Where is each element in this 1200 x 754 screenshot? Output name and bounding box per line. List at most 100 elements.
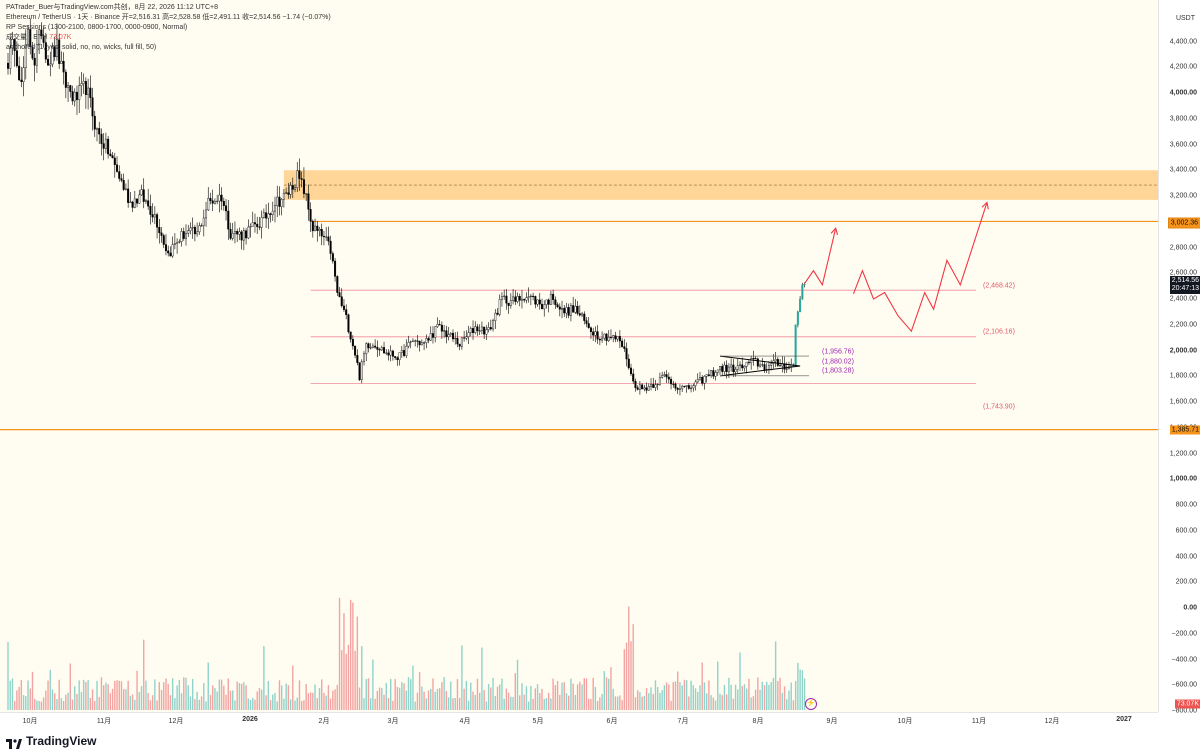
candle <box>665 374 668 378</box>
candle <box>670 378 673 385</box>
volume-bar <box>178 679 181 710</box>
candle <box>242 230 245 241</box>
price-chart[interactable] <box>0 0 1158 712</box>
volume-bar <box>223 685 225 710</box>
volume-bar <box>743 684 746 710</box>
candle <box>64 71 67 88</box>
volume-bar <box>547 692 550 710</box>
volume-bar <box>777 680 779 710</box>
volume-bar <box>398 687 401 710</box>
price-tick-label: 2,800.00 <box>1169 244 1197 251</box>
volume-bar <box>387 698 390 710</box>
candle <box>741 364 744 369</box>
volume-bar <box>78 680 80 710</box>
price-tick-label: −400.00 <box>1171 656 1198 663</box>
candle <box>294 187 297 190</box>
volume-bar <box>454 698 456 710</box>
candle <box>314 225 317 232</box>
volume-bar <box>781 692 783 710</box>
candle <box>229 228 232 239</box>
candle <box>49 63 52 66</box>
candle <box>569 305 572 316</box>
volume-bar <box>757 677 759 710</box>
volume-bar <box>194 699 196 710</box>
candle <box>576 305 579 314</box>
price-axis[interactable]: USDT 4,400.00 4,200.00 4,000.00 3,800.00 3,6… <box>1158 0 1200 715</box>
volume-bar <box>67 692 69 710</box>
time-tick-label: 10月 <box>897 718 913 725</box>
candle <box>503 295 506 297</box>
volume-bar <box>421 686 423 710</box>
volume-bar <box>608 678 610 710</box>
volume-tag: 73.07K <box>1174 699 1200 709</box>
candle <box>739 364 742 366</box>
volume-bar <box>734 684 737 710</box>
candle <box>87 87 90 95</box>
tradingview-brand[interactable]: TradingView <box>6 734 96 749</box>
candle <box>265 212 268 219</box>
volume-bar <box>485 701 488 710</box>
volume-bar <box>799 669 801 710</box>
volume-bar <box>512 697 514 710</box>
candle <box>131 201 134 208</box>
volume-bar <box>752 696 755 710</box>
volume-bar <box>594 686 597 710</box>
volume-bar <box>692 685 694 710</box>
replay-icon[interactable]: ⚡ <box>805 698 817 710</box>
volume-bar <box>570 678 572 710</box>
candle <box>142 189 145 202</box>
volume-bar <box>714 700 717 710</box>
volume-bar <box>430 688 432 710</box>
volume-bar <box>102 685 105 710</box>
indicator-sessions[interactable]: RP Sessions (1300-2100, 0800-1700, 0000-… <box>6 24 188 31</box>
candle <box>182 231 185 239</box>
volume-bar <box>176 685 178 710</box>
currency-label[interactable]: USDT <box>1175 15 1195 22</box>
candle <box>614 335 617 340</box>
candle <box>767 365 770 370</box>
price-tick-label: −600.00 <box>1171 681 1198 689</box>
candle <box>643 387 646 390</box>
candle <box>354 345 357 356</box>
volume-bar <box>410 679 412 710</box>
candle <box>371 345 374 348</box>
candle <box>541 303 544 310</box>
volume-bar <box>801 670 804 710</box>
volume-bar <box>507 692 510 710</box>
volume-bar <box>414 701 416 710</box>
candle <box>365 343 368 355</box>
candle <box>51 47 54 65</box>
volume-bar <box>585 678 588 710</box>
candle <box>407 342 410 347</box>
time-axis[interactable]: 10月 11月 12月 2026 2月 3月 4月 5月 6月 7月 8月 9月 10月 11月 12月 20… <box>0 712 1158 731</box>
candle <box>445 330 448 337</box>
volume-bar <box>236 681 238 710</box>
volume-bar <box>38 701 40 710</box>
volume-bar <box>118 680 120 710</box>
volume-bar <box>358 687 361 710</box>
candle <box>149 205 152 215</box>
candle <box>73 91 76 102</box>
candle <box>178 241 181 243</box>
candle <box>674 383 677 389</box>
volume-bar <box>521 683 523 710</box>
candle <box>15 50 18 67</box>
volume-bar <box>610 667 612 710</box>
indicator-volume[interactable]: 成交量 · ETH 73.07K <box>6 33 71 42</box>
volume-bar <box>396 687 399 710</box>
volume-bar <box>167 683 169 710</box>
chart-area[interactable]: PATrader_Buer与TradingView.com共创，8月 22, 2… <box>0 0 1158 712</box>
volume-bar <box>131 694 134 710</box>
candle <box>89 87 92 98</box>
indicator-anchored[interactable]: anchored (1, yes, solid, no, no, wicks, … <box>6 44 157 51</box>
volume-bar <box>158 682 160 710</box>
volume-bar <box>258 688 261 710</box>
volume-bar <box>54 693 56 710</box>
candle <box>11 38 14 49</box>
volume-bar <box>312 692 314 710</box>
candle <box>492 320 495 330</box>
price-tick-label: 4,200.00 <box>1169 63 1197 71</box>
candle <box>732 364 735 373</box>
symbol-line[interactable]: Ethereum / TetherUS · 1天 · Binance 开=2,5… <box>6 14 331 21</box>
volume-bar <box>574 694 577 710</box>
